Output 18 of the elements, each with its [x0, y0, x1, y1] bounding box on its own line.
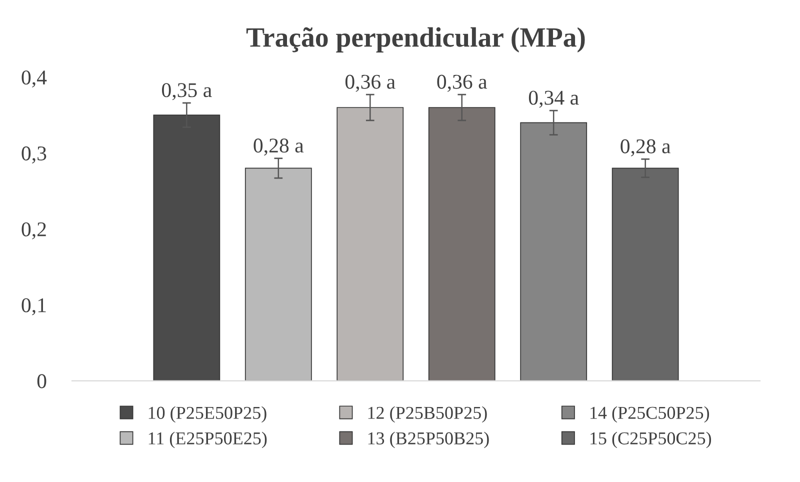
y-tick-label: 0,1 [22, 298, 46, 316]
data-label: 0,28 a [620, 139, 671, 156]
data-label: 0,35 a [162, 83, 212, 100]
y-tick-label: 0 [37, 374, 46, 388]
y-tick-label: 0,3 [22, 146, 46, 164]
legend-label: 15 (C25P50C25) [590, 432, 712, 448]
chart-title: Tração perpendicular (MPa) [246, 27, 585, 52]
data-label: 0,34 a [528, 90, 579, 108]
legend-label: 12 (P25B50P25) [368, 406, 487, 423]
legend-label: 13 (B25P50B25) [368, 432, 489, 448]
y-tick-label: 0,4 [22, 70, 47, 88]
data-label: 0,36 a [345, 74, 396, 92]
legend-label: 11 (E25P50E25) [148, 432, 267, 448]
data-label: 0,28 a [254, 138, 304, 156]
y-tick-label: 0,2 [22, 222, 46, 240]
legend-label: 10 (P25E50P25) [148, 406, 266, 423]
legend-label: 14 (P25C50P25) [590, 406, 710, 423]
data-label: 0,36 a [437, 74, 488, 92]
